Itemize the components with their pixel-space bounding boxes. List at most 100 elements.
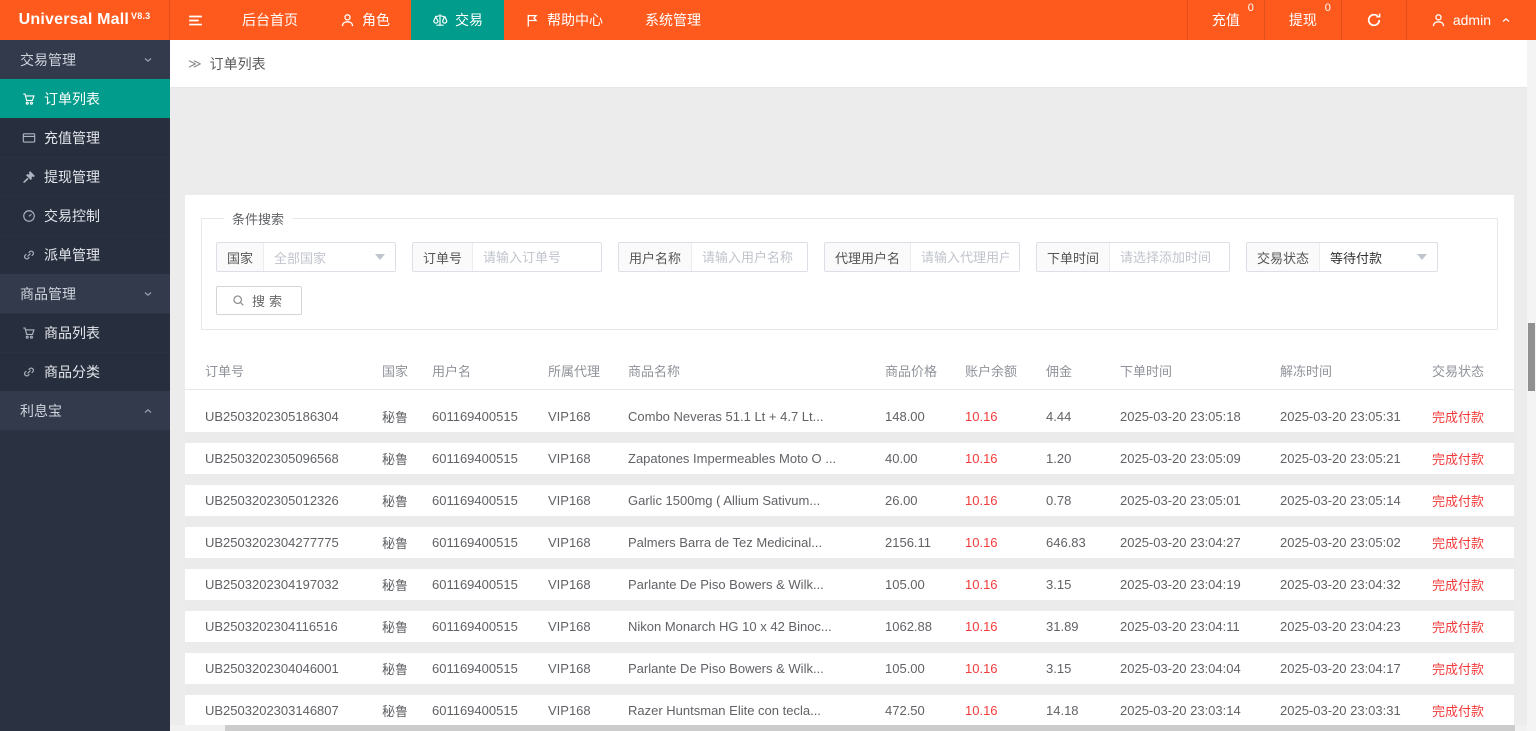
cell-country: 秘鲁: [382, 662, 409, 677]
agent-name-input[interactable]: [911, 243, 1019, 271]
nav-item-label: 系统管理: [645, 12, 701, 28]
chevron-down-icon: [1417, 254, 1427, 260]
breadcrumb-arrow-icon: ≫: [188, 55, 202, 71]
cell-order-time: 2025-03-20 23:04:11: [1120, 619, 1240, 634]
search-button[interactable]: 搜索: [216, 286, 303, 315]
recharge-button[interactable]: 充值 0: [1186, 0, 1264, 40]
cell-trade-status: 完成付款: [1432, 536, 1485, 551]
withdraw-button[interactable]: 提现 0: [1263, 0, 1341, 40]
sidebar-group-product-management[interactable]: 商品管理: [0, 274, 170, 313]
nav-item-help-center[interactable]: 帮助中心: [504, 0, 624, 40]
order-no-input[interactable]: [473, 243, 601, 271]
sidebar-group-interest-treasure[interactable]: 利息宝: [0, 391, 170, 430]
cell-trade-status: 完成付款: [1432, 494, 1485, 509]
horizontal-scrollbar-thumb[interactable]: [225, 725, 1515, 731]
search-filter-panel: 条件搜索 国家 全部国家 订单号 用户名称: [201, 209, 1498, 330]
cell-commission: 3.15: [1046, 577, 1072, 592]
search-icon: [232, 294, 245, 307]
nav-item-home[interactable]: 后台首页: [221, 0, 319, 40]
country-select[interactable]: 国家 全部国家: [216, 242, 396, 272]
cell-order-time: 2025-03-20 23:03:14: [1120, 703, 1241, 718]
cell-order-no: UB2503202305096568: [205, 451, 339, 466]
sidebar-item-order-list[interactable]: 订单列表: [0, 79, 170, 118]
cell-commission: 646.83: [1046, 535, 1086, 550]
cell-unfreeze-time: 2025-03-20 23:04:23: [1280, 619, 1401, 634]
cell-account-balance: 10.16: [965, 703, 998, 718]
link-icon: [22, 248, 36, 262]
table-row[interactable]: UB2503202305012326 秘鲁 601169400515 VIP16…: [185, 485, 1514, 516]
cell-account-balance: 10.16: [965, 661, 998, 676]
sidebar-item-label: 商品列表: [44, 325, 100, 341]
cell-trade-status: 完成付款: [1432, 410, 1485, 425]
sidebar-item-product-list[interactable]: 商品列表: [0, 313, 170, 352]
sidebar-group-trade-management[interactable]: 交易管理: [0, 40, 170, 79]
order-time-field: 下单时间: [1036, 242, 1230, 272]
chevron-up-icon: [142, 405, 154, 417]
vertical-scrollbar-thumb[interactable]: [1528, 323, 1535, 391]
cell-agent: VIP168: [548, 409, 591, 424]
order-no-field: 订单号: [412, 242, 602, 272]
sidebar-item-trade-control[interactable]: 交易控制: [0, 196, 170, 235]
trade-status-select[interactable]: 交易状态 等待付款: [1246, 242, 1438, 272]
table-row[interactable]: UB2503202304277775 秘鲁 601169400515 VIP16…: [185, 527, 1514, 558]
cell-username: 601169400515: [432, 409, 518, 424]
cell-account-balance: 10.16: [965, 493, 998, 508]
order-list-card: 条件搜索 国家 全部国家 订单号 用户名称: [185, 195, 1514, 731]
sidebar-toggle-button[interactable]: [170, 0, 221, 40]
column-header: 商品价格: [885, 364, 938, 379]
cell-order-no: UB2503202304116516: [205, 619, 338, 634]
sidebar-group-label: 利息宝: [20, 402, 62, 419]
nav-item-label: 帮助中心: [547, 12, 603, 28]
sidebar-item-dispatch-management[interactable]: 派单管理: [0, 235, 170, 274]
table-row[interactable]: UB2503202304046001 秘鲁 601169400515 VIP16…: [185, 653, 1514, 684]
vertical-scrollbar[interactable]: [1527, 40, 1536, 731]
cell-order-no: UB2503202304197032: [205, 577, 339, 592]
cell-trade-status: 完成付款: [1432, 452, 1485, 467]
cell-order-time: 2025-03-20 23:04:19: [1120, 577, 1241, 592]
recharge-badge: 0: [1247, 2, 1254, 14]
agent-name-field: 代理用户名: [824, 242, 1020, 272]
trade-status-value: 等待付款: [1330, 250, 1383, 266]
recharge-label: 充值: [1211, 12, 1240, 28]
cell-commission: 4.44: [1046, 409, 1072, 424]
scales-icon: [432, 12, 448, 28]
sidebar-item-product-category[interactable]: 商品分类: [0, 352, 170, 391]
cell-account-balance: 10.16: [965, 409, 998, 424]
table-row[interactable]: UB2503202304197032 秘鲁 601169400515 VIP16…: [185, 569, 1514, 600]
user-menu[interactable]: admin: [1405, 0, 1536, 40]
sidebar-item-recharge-management[interactable]: 充值管理: [0, 118, 170, 157]
trade-status-label: 交易状态: [1247, 243, 1321, 271]
cell-unfreeze-time: 2025-03-20 23:04:32: [1280, 577, 1401, 592]
person-icon: [1431, 13, 1446, 28]
brand-logo[interactable]: Universal Mall V8.3: [0, 0, 170, 40]
sidebar-group-label: 商品管理: [20, 285, 76, 302]
cell-product-price: 472.50: [885, 703, 925, 718]
sidebar-item-label: 交易控制: [44, 208, 100, 224]
table-row[interactable]: UB2503202303146807 秘鲁 601169400515 VIP16…: [185, 695, 1514, 726]
horizontal-scrollbar[interactable]: [170, 725, 1536, 731]
cell-agent: VIP168: [548, 661, 591, 676]
sidebar-item-withdraw-management[interactable]: 提现管理: [0, 157, 170, 196]
link-icon: [22, 365, 36, 379]
table-header-row: 订单号 国家 用户名 所属代理 商品名称 商品价格 账户余额 佣金 下单时间 解冻时间 交易状态: [185, 352, 1514, 390]
nav-item-system[interactable]: 系统管理: [624, 0, 722, 40]
cell-trade-status: 完成付款: [1432, 704, 1485, 719]
order-time-input[interactable]: [1110, 243, 1229, 271]
chevron-down-icon: [375, 254, 385, 260]
nav-item-trade[interactable]: 交易: [411, 0, 504, 40]
cell-username: 601169400515: [432, 535, 518, 550]
country-label: 国家: [217, 243, 265, 271]
nav-item-roles[interactable]: 角色: [319, 0, 411, 40]
refresh-button[interactable]: [1340, 0, 1406, 40]
table-row[interactable]: UB2503202305096568 秘鲁 601169400515 VIP16…: [185, 443, 1514, 474]
cell-commission: 1.20: [1046, 451, 1072, 466]
user-name-field: 用户名称: [618, 242, 808, 272]
cell-username: 601169400515: [432, 451, 518, 466]
table-row[interactable]: UB2503202304116516 秘鲁 601169400515 VIP16…: [185, 611, 1514, 642]
table-row[interactable]: UB2503202305186304 秘鲁 601169400515 VIP16…: [185, 401, 1514, 432]
cell-username: 601169400515: [432, 577, 518, 592]
cell-product-name: Nikon Monarch HG 10 x 42 Binoc...: [628, 619, 832, 634]
cell-agent: VIP168: [548, 619, 591, 634]
user-name-input[interactable]: [692, 243, 807, 271]
cart-icon: [22, 326, 36, 340]
